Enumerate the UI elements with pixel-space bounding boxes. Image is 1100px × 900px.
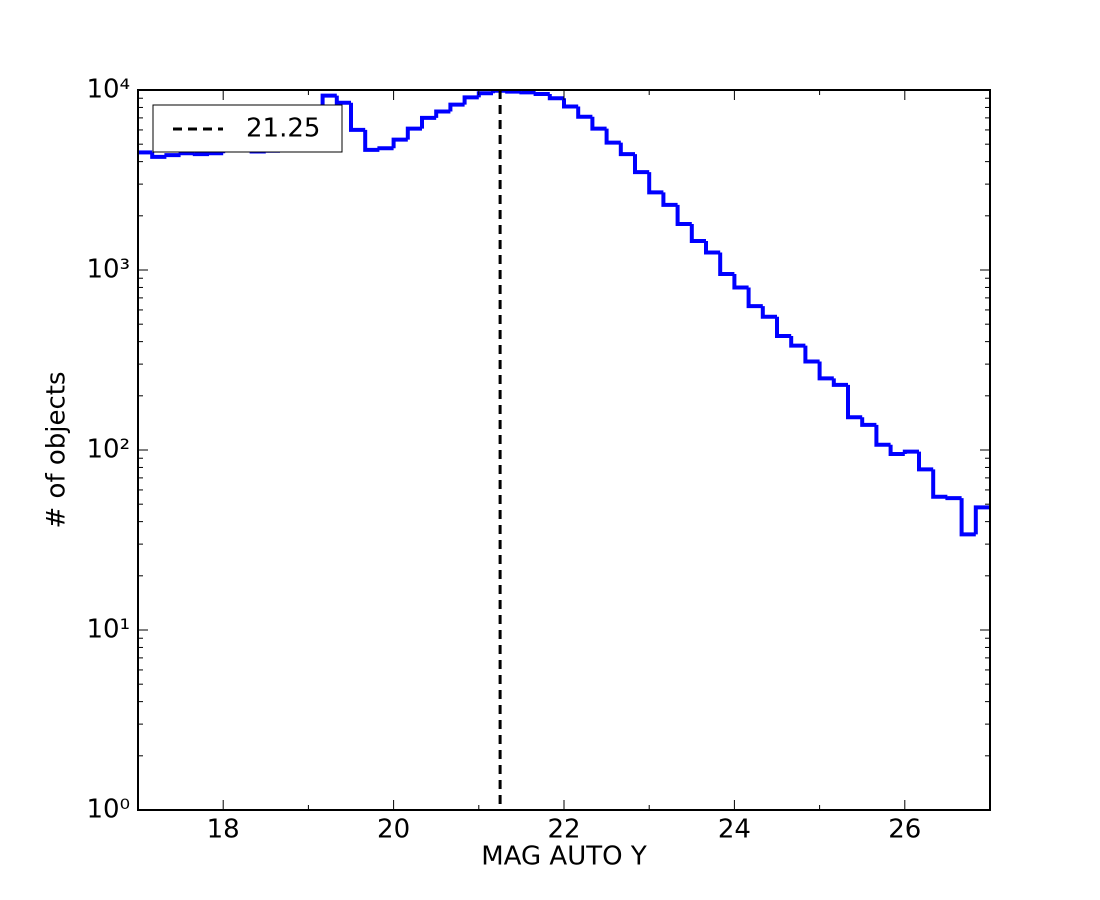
histogram-step bbox=[874, 424, 891, 447]
histogram-step bbox=[661, 192, 678, 207]
histogram-step bbox=[704, 240, 721, 255]
legend-box bbox=[152, 104, 343, 153]
histogram-step bbox=[519, 90, 536, 95]
histogram-step bbox=[632, 154, 650, 175]
histogram-step bbox=[973, 505, 990, 535]
histogram-step bbox=[533, 92, 550, 97]
histogram-step bbox=[562, 98, 579, 109]
histogram-step bbox=[334, 95, 351, 105]
x-tick-label: 22 bbox=[547, 815, 580, 845]
histogram-step bbox=[675, 204, 692, 227]
histogram-step bbox=[618, 142, 635, 157]
histogram-step bbox=[164, 153, 181, 158]
y-tick-label: 10¹ bbox=[86, 615, 130, 645]
histogram-step bbox=[931, 469, 948, 499]
histogram-step bbox=[505, 90, 522, 94]
histogram-step bbox=[689, 224, 707, 243]
x-axis-label: MAG AUTO Y bbox=[481, 842, 647, 872]
histogram-step bbox=[206, 151, 224, 156]
histogram-step bbox=[775, 316, 792, 338]
histogram-step bbox=[647, 172, 664, 195]
histogram-step bbox=[462, 95, 479, 105]
x-tick-label: 20 bbox=[377, 815, 410, 845]
x-tick-label: 18 bbox=[207, 815, 240, 845]
histogram-step bbox=[476, 91, 494, 98]
histogram-step bbox=[405, 126, 422, 140]
histogram-step bbox=[590, 116, 607, 131]
histogram-step bbox=[860, 417, 877, 427]
histogram-step bbox=[349, 102, 366, 132]
histogram-step bbox=[718, 252, 735, 277]
histogram-step bbox=[831, 378, 848, 387]
axes-frame bbox=[137, 89, 991, 811]
histogram-step bbox=[888, 444, 905, 457]
histogram-step bbox=[789, 335, 806, 348]
histogram-step bbox=[917, 451, 934, 472]
histogram-step bbox=[817, 361, 834, 381]
histogram-step bbox=[803, 345, 820, 364]
histogram-step bbox=[363, 129, 380, 152]
histogram-step bbox=[746, 287, 763, 309]
histogram-step bbox=[377, 146, 394, 151]
legend-label: 21.25 bbox=[246, 114, 320, 144]
histogram-step bbox=[576, 106, 593, 119]
histogram-step bbox=[434, 109, 451, 118]
histogram-step bbox=[845, 384, 863, 420]
x-tick-label: 24 bbox=[718, 815, 751, 845]
histogram-step bbox=[150, 152, 167, 159]
histogram-step bbox=[902, 449, 920, 455]
histogram-step bbox=[448, 102, 465, 112]
histogram-step bbox=[192, 152, 209, 157]
y-tick-label: 10³ bbox=[86, 255, 130, 285]
histogram-step bbox=[604, 128, 621, 145]
y-tick-label: 10⁰ bbox=[86, 795, 130, 825]
histogram-step bbox=[760, 306, 777, 319]
histogram-step bbox=[391, 137, 408, 149]
histogram-step bbox=[419, 115, 437, 129]
y-tick-label: 10² bbox=[86, 435, 130, 465]
histogram-step bbox=[732, 274, 749, 290]
y-axis-label: # of objects bbox=[42, 371, 72, 528]
histogram-step bbox=[178, 151, 195, 156]
histogram-step bbox=[945, 496, 962, 501]
y-tick-label: 10⁴ bbox=[86, 75, 130, 105]
x-tick-label: 26 bbox=[888, 815, 921, 845]
plot-area bbox=[138, 90, 990, 810]
histogram-step bbox=[959, 498, 976, 537]
histogram-step bbox=[547, 94, 564, 101]
